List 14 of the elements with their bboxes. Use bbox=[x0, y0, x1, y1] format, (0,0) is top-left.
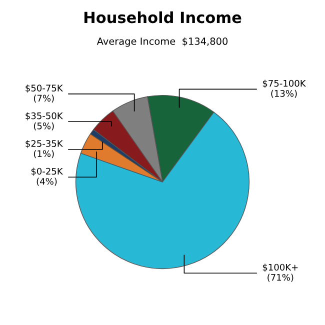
chart-subtitle: Average Income $134,800 bbox=[96, 37, 228, 47]
data-label: (7%) bbox=[34, 94, 54, 103]
data-label: (5%) bbox=[34, 122, 54, 130]
data-label: (4%) bbox=[36, 178, 57, 186]
data-label: (13%) bbox=[271, 90, 297, 98]
slice-label: $75-100K bbox=[262, 80, 306, 88]
slice-label: $50-75K bbox=[26, 84, 64, 93]
slice-label: $0-25K bbox=[31, 168, 64, 176]
slice-label: $25-35K bbox=[26, 140, 64, 148]
slice-label: $100K+ bbox=[262, 264, 298, 272]
data-label: (71%) bbox=[268, 274, 294, 282]
data-label: (1%) bbox=[34, 150, 54, 158]
slice-label: $35-50K bbox=[26, 112, 64, 120]
chart-title: Household Income bbox=[84, 11, 242, 24]
